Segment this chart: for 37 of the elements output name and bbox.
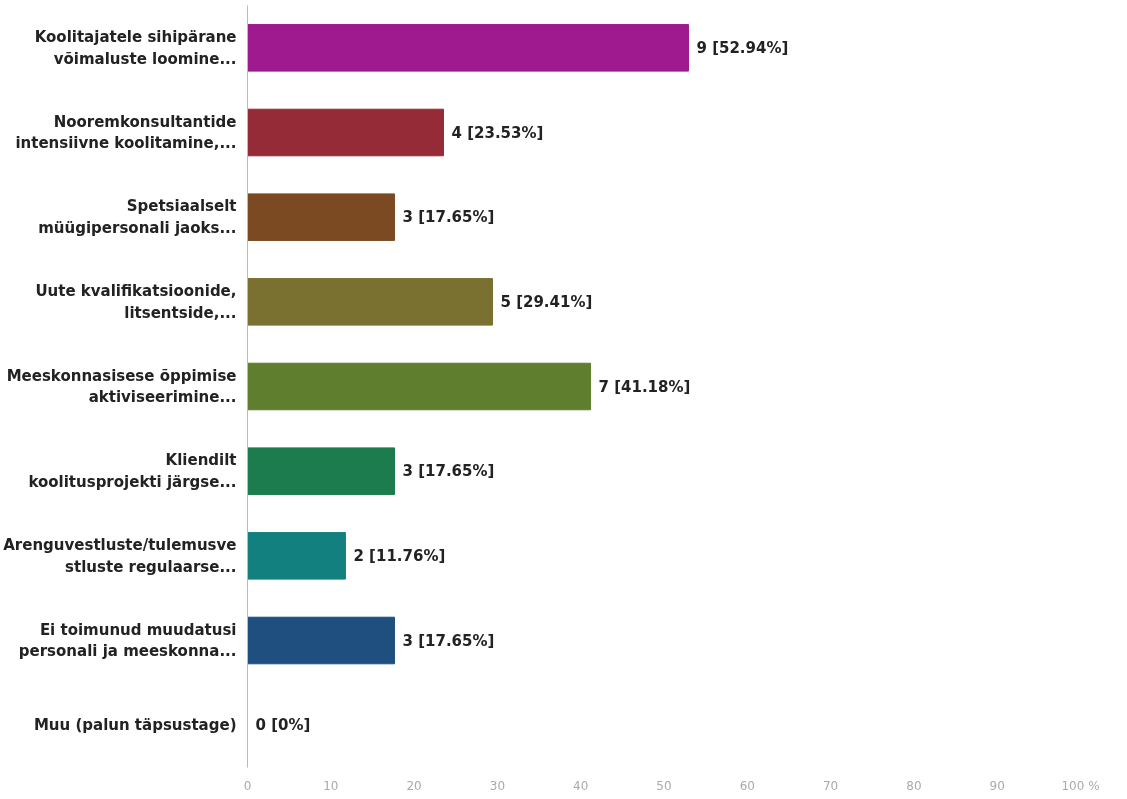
x-tick-label: 30 [489,778,506,793]
x-tick-label: 40 [573,778,589,793]
y-tick-label: Meeskonnasisese õppimise aktiviseerimine... [6,366,237,407]
x-tick-label: 50 [656,778,672,793]
x-tick-label: 90 [989,778,1005,793]
data-label: 2 [11.76%] [353,546,446,565]
bar [247,616,396,665]
x-tick-label: 60 [739,778,755,793]
data-label: 3 [17.65%] [402,208,495,227]
bar [247,362,592,411]
y-tick-label: Spetsiaalselt müügipersonali jaoks... [38,197,237,237]
data-label: 7 [41.18%] [598,377,691,396]
data-label: 0 [0%] [255,716,311,735]
bar [247,108,444,157]
y-tick-label: Arenguvestluste/tulemusve stluste regulaarse... [3,536,237,576]
x-tick-label: 0 [243,778,252,793]
data-label: 9 [52.94%] [696,38,789,57]
x-tick-label: 100 % [1061,778,1100,793]
y-tick-label: Kliendilt koolitusprojekti järgse... [28,451,237,491]
bar [247,193,396,241]
data-label: 3 [17.65%] [402,631,495,650]
bar [247,278,493,326]
x-tick-label: 10 [323,778,339,793]
y-tick-label: Koolitajatele sihipärane võimaluste loomine... [34,28,237,68]
data-label: 3 [17.65%] [402,462,495,481]
data-label: 5 [29.41%] [500,292,593,311]
data-label: 4 [23.53%] [451,123,544,142]
bar [247,447,396,495]
x-tick-label: 20 [406,778,422,793]
y-tick-label: Ei toimunud muudatusi personali ja meeskonna... [18,620,237,661]
y-tick-label: Uute kvalifikatsioonide, litsentside,... [35,282,237,322]
bar [247,532,346,580]
y-tick-label: Nooremkonsultantide intensiivne koolitamine,... [15,112,237,153]
y-tick-label: Muu (palun täpsustage) [33,716,237,735]
x-tick-label: 80 [906,778,922,793]
x-tick-label: 70 [822,778,839,793]
bar [247,24,689,72]
